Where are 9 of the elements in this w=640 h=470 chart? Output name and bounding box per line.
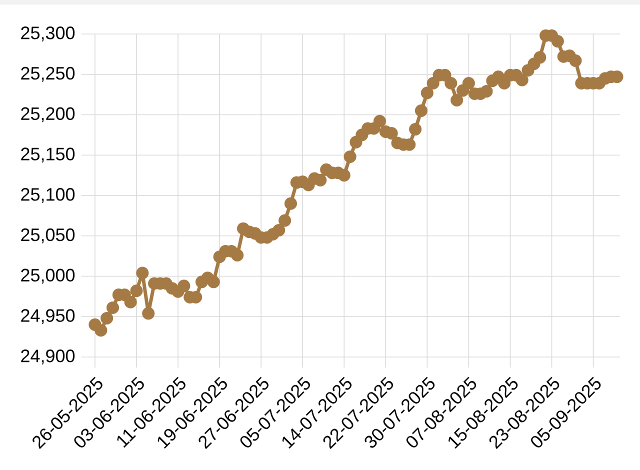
y-tick-label: 25,150 <box>21 148 75 163</box>
y-tick-label: 25,250 <box>21 66 75 82</box>
y-tick-label: 25,050 <box>21 228 75 244</box>
y-tick-label: 24,950 <box>21 309 75 324</box>
y-tick-label: 25,100 <box>21 188 75 203</box>
y-tick-label: 25,000 <box>21 268 75 284</box>
y-tick-label: 25,200 <box>21 107 75 122</box>
y-tick-label: 25,300 <box>21 26 75 42</box>
y-tick-label: 24,900 <box>21 350 75 364</box>
